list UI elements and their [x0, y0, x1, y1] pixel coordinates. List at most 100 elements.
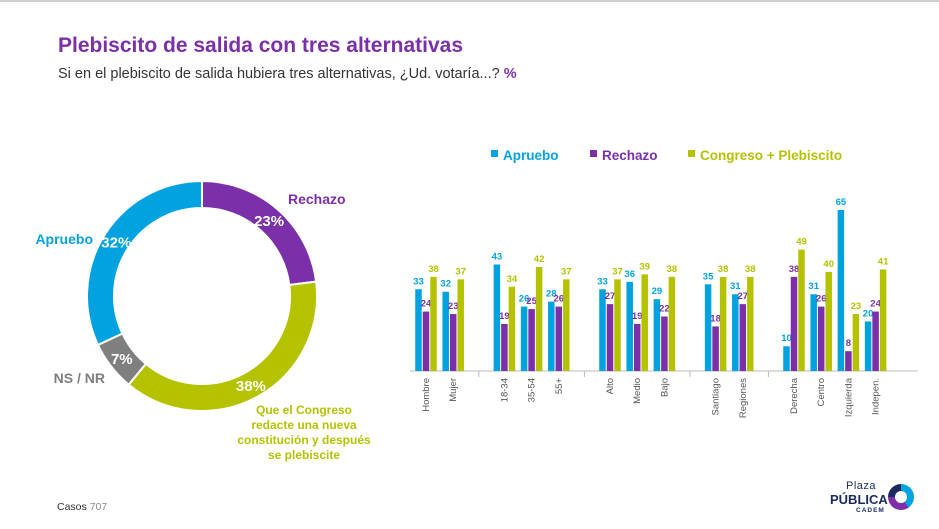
bar-value-label-3-4: 37 [561, 266, 572, 277]
logo-line1: Plaza [846, 480, 877, 492]
bar-value-label-3-0: 38 [428, 264, 439, 275]
bar-2-0 [422, 311, 430, 371]
bar-value-label-1-0: 33 [413, 276, 424, 287]
bar-3-2 [508, 286, 516, 371]
bar-value-label-2-0: 24 [421, 299, 432, 310]
category-label-6: Medio [632, 378, 643, 404]
bar-2-9 [739, 304, 747, 371]
bar-value-label-3-2: 34 [507, 274, 518, 285]
casos-value: 707 [89, 501, 108, 513]
category-label-3: 35-54 [527, 378, 538, 402]
casos-footnote: Casos 707 [57, 501, 107, 513]
bar-value-label-2-13: 24 [870, 299, 881, 310]
bar-2-6 [633, 323, 641, 371]
bar-value-label-1-12: 65 [836, 197, 847, 208]
bar-3-9 [747, 276, 754, 371]
page-title: Plebiscito de salida con tres alternativ… [58, 34, 463, 57]
bar-2-5 [606, 304, 614, 371]
category-label-10: Derecha [789, 377, 800, 414]
bar-value-label-1-1: 32 [440, 279, 451, 290]
bar-value-label-2-10: 38 [789, 264, 800, 275]
category-label-13: Indepen. [871, 378, 882, 415]
bar-value-label-2-12: 8 [846, 338, 851, 349]
legend-label-3: Congreso + Plebiscito [700, 148, 842, 163]
bar-value-label-1-8: 35 [703, 271, 714, 282]
category-label-9: Regiones [738, 378, 749, 418]
bar-3-6 [641, 274, 648, 371]
bar-2-10 [790, 276, 798, 371]
category-label-12: Izquierda [843, 377, 854, 417]
bar-3-3 [535, 266, 543, 371]
bar-value-label-1-11: 31 [808, 281, 819, 292]
donut-value-label-4: 32% [101, 235, 131, 252]
bar-2-13 [872, 311, 879, 371]
bar-value-label-3-5: 37 [612, 266, 623, 277]
casos-label: Casos [57, 501, 87, 513]
bar-1-9 [732, 294, 739, 371]
donut-slice-4 [86, 179, 203, 347]
bar-value-label-1-7: 29 [652, 286, 663, 297]
bar-value-label-1-6: 36 [624, 269, 635, 280]
category-label-8: Santiago [711, 378, 722, 416]
bar-2-7 [661, 316, 668, 371]
bar-1-2 [493, 264, 501, 371]
bar-2-1 [449, 314, 457, 371]
page-subtitle: Si en el plebiscito de salida hubiera tr… [58, 66, 517, 82]
legend-swatch-1 [491, 150, 498, 157]
subtitle-text: Si en el plebiscito de salida hubiera tr… [58, 66, 500, 82]
donut-label-congreso-line-2: redacte una nueva [251, 418, 357, 432]
bar-value-label-1-4: 28 [546, 289, 557, 300]
bar-3-8 [719, 276, 727, 371]
bar-1-5 [599, 289, 606, 371]
bar-1-10 [783, 346, 790, 371]
bar-3-1 [457, 279, 464, 371]
bar-3-10 [798, 249, 805, 371]
bar-value-label-2-9: 27 [738, 291, 749, 302]
category-label-4: 55+ [554, 378, 565, 395]
category-label-0: Hombre [421, 378, 432, 412]
bar-value-label-3-13: 41 [878, 256, 889, 267]
donut-value-label-2: 38% [236, 378, 266, 395]
bar-2-3 [528, 309, 535, 371]
bar-value-label-3-7: 38 [667, 264, 678, 275]
donut-label-rechazo: Rechazo [288, 191, 346, 207]
bar-3-12 [852, 314, 860, 371]
bar-1-1 [442, 291, 449, 371]
bar-1-0 [415, 289, 422, 371]
bar-value-label-1-9: 31 [730, 281, 741, 292]
legend-swatch-2 [590, 150, 597, 157]
donut-slice-2 [127, 280, 318, 412]
bar-value-label-3-1: 37 [455, 266, 466, 277]
donut-label-apruebo: Apruebo [35, 231, 93, 247]
donut-label-congreso-line-4: se plebiscite [268, 448, 340, 462]
bar-value-label-3-3: 42 [534, 254, 545, 265]
bar-value-label-2-2: 19 [499, 311, 510, 322]
bar-value-label-3-12: 23 [851, 301, 862, 312]
category-label-2: 18-34 [499, 378, 510, 402]
bar-3-7 [668, 276, 676, 371]
bar-1-6 [626, 281, 633, 371]
donut-label-congreso-line-1: Que el Congreso [256, 403, 352, 417]
legend-label-2: Rechazo [602, 148, 658, 163]
bar-value-label-2-1: 23 [448, 301, 459, 312]
bar-value-label-1-10: 10 [781, 333, 792, 344]
bar-2-4 [555, 306, 563, 371]
legend-swatch-3 [688, 150, 695, 157]
bar-value-label-2-6: 19 [632, 311, 643, 322]
category-label-1: Mujer [448, 378, 459, 402]
logo-mark-icon [888, 484, 914, 510]
bar-value-label-3-11: 40 [823, 259, 834, 270]
plaza-publica-logo: Plaza PÚBLICA CADEM [828, 480, 923, 514]
bar-value-label-3-10: 49 [796, 237, 807, 248]
logo-line2: PÚBLICA [830, 492, 888, 507]
donut-value-label-3: 7% [111, 351, 133, 368]
bar-1-8 [704, 284, 712, 371]
donut-value-label-1: 23% [254, 213, 284, 230]
category-label-11: Centro [816, 378, 827, 407]
logo-line3: CADEM [856, 507, 885, 514]
bar-3-4 [563, 279, 570, 371]
donut-label-congreso-line-3: constitución y después [237, 433, 371, 447]
donut-label-ns-nr: NS / NR [54, 370, 105, 386]
bar-value-label-1-3: 26 [519, 294, 530, 305]
